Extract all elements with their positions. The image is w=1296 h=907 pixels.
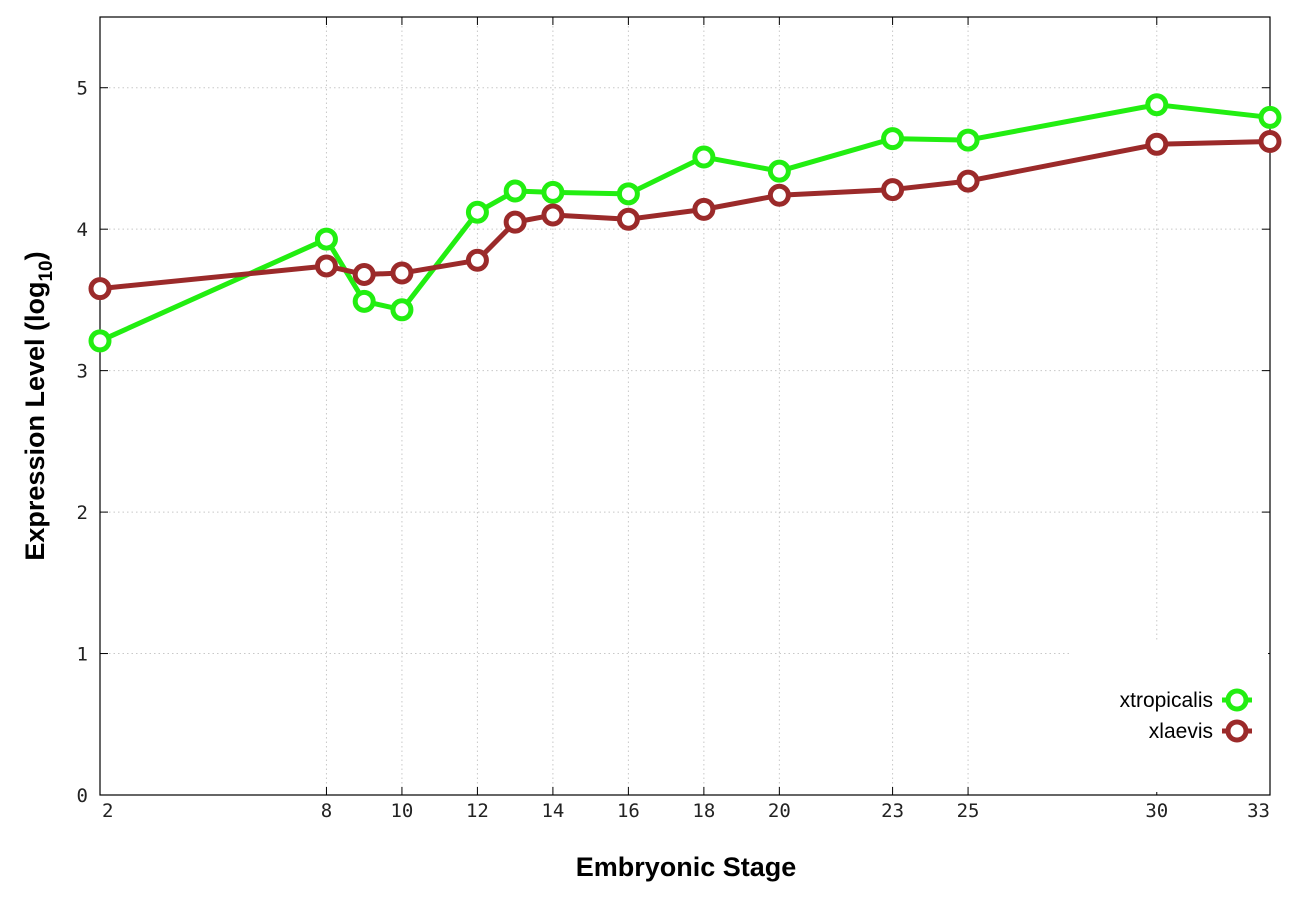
data-point [1258, 105, 1282, 129]
data-point [352, 262, 376, 286]
data-point [692, 145, 716, 169]
data-point [465, 248, 489, 272]
data-point [390, 298, 414, 322]
data-point [881, 178, 905, 202]
data-point [881, 127, 905, 151]
x-tick-label: 18 [692, 800, 715, 822]
series-xtropicalis [88, 93, 1282, 353]
data-point [1145, 132, 1169, 156]
data-point [88, 329, 112, 353]
data-point [767, 183, 791, 207]
x-tick-label: 10 [390, 800, 413, 822]
data-point [616, 182, 640, 206]
series-xlaevis [88, 129, 1282, 301]
data-point [956, 128, 980, 152]
data-point [503, 179, 527, 203]
data-point [352, 289, 376, 313]
data-point [314, 227, 338, 251]
x-tick-label: 23 [881, 800, 904, 822]
y-tick-label: 4 [77, 219, 88, 241]
legend-label: xlaevis [1149, 720, 1213, 743]
y-axis-title-subscript: 10 [36, 260, 57, 281]
legend-marker [1225, 688, 1249, 712]
legend-background [1072, 640, 1268, 792]
y-tick-label: 1 [77, 644, 88, 666]
data-point [88, 277, 112, 301]
legend-label: xtropicalis [1120, 689, 1213, 712]
x-tick-label: 2 [102, 800, 113, 822]
series-line [98, 102, 1271, 344]
legend-item: xlaevis [1149, 719, 1252, 743]
data-point [541, 180, 565, 204]
data-point [314, 254, 338, 278]
y-tick-label: 0 [77, 785, 88, 807]
data-point [541, 203, 565, 227]
x-tick-label: 12 [466, 800, 489, 822]
x-tick-label: 30 [1145, 800, 1168, 822]
data-point [956, 169, 980, 193]
x-tick-label: 14 [541, 800, 564, 822]
data-point [1145, 93, 1169, 117]
data-point [767, 159, 791, 183]
data-point [616, 207, 640, 231]
y-tick-label: 5 [77, 78, 88, 100]
data-point [1258, 129, 1282, 153]
x-tick-label: 16 [617, 800, 640, 822]
data-point [465, 200, 489, 224]
x-tick-label: 25 [957, 800, 980, 822]
y-tick-label: 3 [77, 361, 88, 383]
x-axis-title: Embryonic Stage [576, 852, 797, 882]
legend-marker [1225, 719, 1249, 743]
legend-item: xtropicalis [1120, 688, 1252, 712]
y-axis-title: Expression Level (log10) [20, 251, 57, 560]
y-tick-label: 2 [77, 502, 88, 524]
data-point [503, 210, 527, 234]
y-axis-title-suffix: ) [20, 251, 50, 260]
x-tick-label: 33 [1247, 800, 1270, 822]
x-tick-label: 8 [321, 800, 332, 822]
legend: xtropicalis xlaevis [1072, 640, 1268, 792]
data-point [390, 261, 414, 285]
plot-area-frame [99, 16, 1271, 796]
y-axis-title-main: Expression Level (log [20, 282, 50, 561]
series-layer [88, 93, 1282, 353]
x-tick-label: 20 [768, 800, 791, 822]
data-point [692, 197, 716, 221]
